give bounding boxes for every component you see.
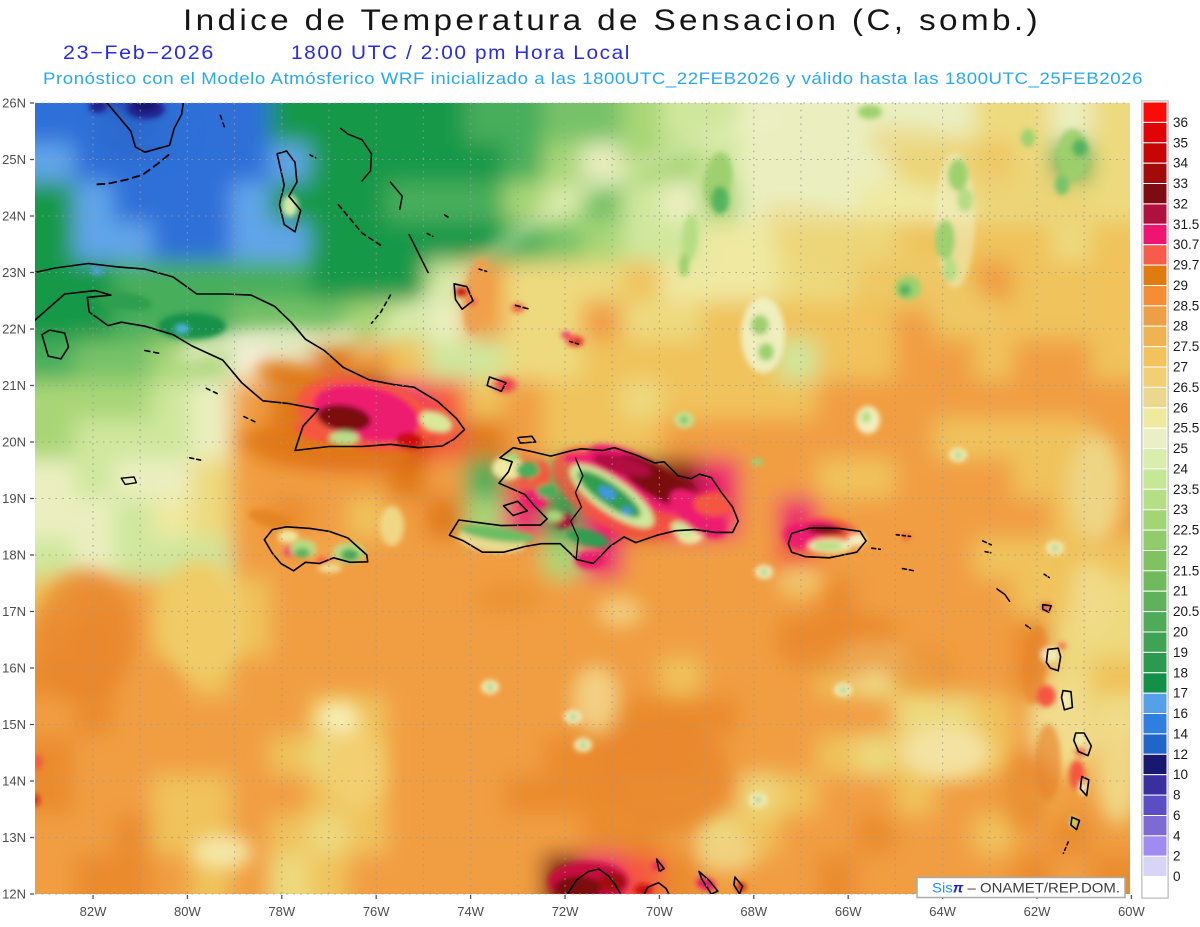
svg-text:74W: 74W — [457, 904, 484, 919]
svg-text:62W: 62W — [1024, 904, 1051, 919]
svg-text:20.5: 20.5 — [1173, 604, 1199, 619]
svg-text:17N: 17N — [2, 604, 26, 619]
svg-text:Pronóstico con el Modelo Atmós: Pronóstico con el Modelo Atmósferico WRF… — [43, 69, 1143, 88]
svg-text:19: 19 — [1173, 645, 1188, 660]
svg-text:26: 26 — [1173, 400, 1188, 415]
svg-text:64W: 64W — [929, 904, 956, 919]
svg-text:23: 23 — [1173, 502, 1188, 517]
svg-text:26.5: 26.5 — [1173, 380, 1199, 395]
svg-text:76W: 76W — [363, 904, 390, 919]
svg-text:10: 10 — [1173, 767, 1188, 782]
svg-text:Sisπ – ONAMET/REP.DOM.: Sisπ – ONAMET/REP.DOM. — [932, 880, 1120, 896]
svg-text:14N: 14N — [2, 774, 26, 789]
svg-text:19N: 19N — [2, 491, 26, 506]
svg-text:33: 33 — [1173, 176, 1188, 191]
svg-text:21N: 21N — [2, 378, 26, 393]
svg-text:66W: 66W — [835, 904, 862, 919]
svg-text:34: 34 — [1173, 156, 1189, 171]
svg-text:13N: 13N — [2, 830, 26, 845]
svg-text:12: 12 — [1173, 747, 1188, 762]
svg-text:32: 32 — [1173, 196, 1188, 211]
svg-text:78W: 78W — [268, 904, 295, 919]
svg-text:82W: 82W — [80, 904, 107, 919]
svg-text:26N: 26N — [2, 96, 26, 111]
svg-text:29.7: 29.7 — [1173, 258, 1199, 273]
svg-text:4: 4 — [1173, 828, 1181, 843]
svg-text:80W: 80W — [174, 904, 201, 919]
svg-text:29: 29 — [1173, 278, 1188, 293]
svg-text:23−Feb−2026: 23−Feb−2026 — [63, 42, 215, 64]
svg-text:31.5: 31.5 — [1173, 217, 1199, 232]
svg-text:35: 35 — [1173, 135, 1188, 150]
svg-text:25: 25 — [1173, 441, 1188, 456]
svg-text:Indice de Temperatura de Sensa: Indice de Temperatura de Sensacion (C, s… — [183, 4, 1041, 37]
svg-text:22: 22 — [1173, 543, 1188, 558]
svg-text:8: 8 — [1173, 788, 1181, 803]
svg-text:25.5: 25.5 — [1173, 421, 1199, 436]
svg-text:36: 36 — [1173, 115, 1188, 130]
svg-text:18: 18 — [1173, 665, 1188, 680]
svg-text:68W: 68W — [740, 904, 767, 919]
svg-text:14: 14 — [1173, 726, 1189, 741]
svg-text:60W: 60W — [1118, 904, 1145, 919]
svg-text:20N: 20N — [2, 435, 26, 450]
svg-text:12N: 12N — [2, 887, 26, 902]
svg-text:0: 0 — [1173, 869, 1181, 884]
svg-text:17: 17 — [1173, 686, 1188, 701]
svg-text:22N: 22N — [2, 322, 26, 337]
svg-text:25N: 25N — [2, 152, 26, 167]
svg-text:24N: 24N — [2, 209, 26, 224]
svg-text:2: 2 — [1173, 849, 1181, 864]
svg-text:24: 24 — [1173, 461, 1189, 476]
svg-text:72W: 72W — [552, 904, 579, 919]
svg-text:21.5: 21.5 — [1173, 563, 1199, 578]
svg-text:16: 16 — [1173, 706, 1188, 721]
svg-text:28.5: 28.5 — [1173, 298, 1199, 313]
svg-text:27: 27 — [1173, 360, 1188, 375]
svg-text:18N: 18N — [2, 548, 26, 563]
svg-text:23N: 23N — [2, 265, 26, 280]
svg-text:28: 28 — [1173, 319, 1188, 334]
svg-text:30.7: 30.7 — [1173, 237, 1199, 252]
svg-text:6: 6 — [1173, 808, 1181, 823]
svg-text:27.5: 27.5 — [1173, 339, 1199, 354]
svg-text:23.5: 23.5 — [1173, 482, 1199, 497]
svg-text:22.5: 22.5 — [1173, 523, 1199, 538]
svg-text:21: 21 — [1173, 584, 1188, 599]
svg-text:20: 20 — [1173, 625, 1188, 640]
svg-text:70W: 70W — [646, 904, 673, 919]
svg-text:1800 UTC / 2:00 pm Hora Local: 1800 UTC / 2:00 pm Hora Local — [291, 42, 631, 64]
svg-text:15N: 15N — [2, 717, 26, 732]
svg-text:16N: 16N — [2, 661, 26, 676]
